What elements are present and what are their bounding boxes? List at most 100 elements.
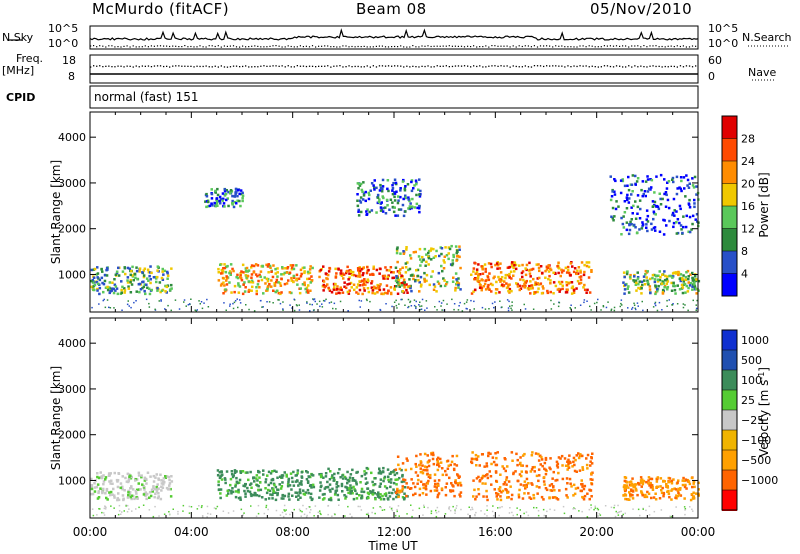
echo-cell	[644, 273, 647, 276]
echo-cell	[397, 278, 401, 282]
scatter-cell	[331, 515, 333, 517]
echo-cell	[273, 469, 276, 473]
scatter-cell	[661, 309, 663, 311]
echo-cell	[633, 483, 637, 486]
echo-cell	[634, 174, 637, 178]
echo-cell	[693, 283, 696, 286]
echo-cell	[389, 478, 393, 481]
scatter-cell	[676, 303, 679, 305]
nave-point	[120, 65, 122, 67]
echo-cell	[299, 275, 303, 278]
echo-cell	[683, 479, 686, 483]
nsearch-point	[315, 46, 317, 48]
scatter-cell	[305, 508, 308, 510]
echo-cell	[693, 205, 696, 209]
nsearch-point	[406, 46, 408, 48]
echo-cell	[369, 273, 372, 276]
echo-cell	[220, 470, 223, 474]
echo-cell	[493, 488, 496, 491]
colorbar-tick-label: 500	[741, 354, 762, 367]
nave-point	[248, 66, 250, 68]
echo-cell	[217, 480, 220, 483]
scatter-cell	[98, 508, 100, 510]
echo-cell	[541, 271, 544, 275]
nave-point	[421, 65, 423, 67]
echo-cell	[646, 279, 649, 282]
echo-cell	[683, 497, 686, 500]
scatter-cell	[101, 511, 103, 514]
cpid-value: normal (fast) 151	[94, 90, 199, 104]
echo-cell	[267, 497, 271, 500]
echo-cell	[572, 494, 575, 497]
scatter-cell	[207, 306, 210, 308]
echo-cell	[291, 264, 295, 267]
echo-cell	[610, 215, 613, 218]
echo-cell	[219, 202, 222, 205]
echo-cell	[518, 473, 522, 476]
nave-point	[132, 66, 134, 68]
scatter-cell	[236, 298, 238, 300]
echo-cell	[662, 218, 665, 222]
scatter-cell	[492, 515, 495, 517]
echo-cell	[412, 187, 415, 190]
scatter-cell	[666, 305, 668, 307]
nsearch-point	[527, 45, 529, 47]
echo-cell	[370, 280, 374, 283]
echo-cell	[379, 472, 383, 475]
echo-cell	[113, 494, 116, 497]
echo-cell	[576, 279, 580, 283]
scatter-cell	[257, 512, 260, 515]
echo-cell	[451, 454, 454, 458]
echo-cell	[90, 279, 93, 283]
echo-cell	[454, 479, 457, 482]
echo-cell	[392, 210, 396, 214]
echo-cell	[235, 202, 238, 205]
echo-cell	[231, 202, 234, 205]
echo-cell	[150, 271, 153, 275]
echo-cell	[223, 188, 227, 191]
echo-cell	[503, 481, 507, 484]
nsearch-point	[159, 45, 162, 47]
echo-cell	[241, 470, 245, 473]
scatter-cell	[390, 508, 393, 510]
nsearch-point	[454, 45, 456, 47]
echo-cell	[692, 186, 696, 189]
nave-point	[144, 65, 146, 67]
scatter-cell	[527, 514, 530, 517]
echo-cell	[239, 189, 243, 192]
echo-cell	[660, 491, 664, 495]
scatter-cell	[104, 506, 107, 508]
nsearch-point	[539, 45, 542, 47]
nave-point	[488, 65, 490, 67]
echo-cell	[403, 478, 407, 482]
echo-cell	[106, 285, 109, 289]
echo-cell	[100, 276, 104, 280]
nsearch-point	[488, 46, 490, 48]
echo-cell	[170, 475, 173, 478]
echo-cell	[400, 274, 403, 277]
nsearch-point	[530, 46, 532, 48]
echo-cell	[100, 475, 104, 478]
echo-cell	[228, 192, 232, 195]
echo-cell	[694, 492, 698, 495]
echo-cell	[366, 208, 369, 211]
echo-cell	[104, 286, 108, 289]
echo-cell	[246, 270, 249, 273]
echo-cell	[113, 496, 116, 499]
echo-cell	[390, 292, 393, 296]
echo-cell	[383, 485, 387, 488]
echo-cell	[339, 476, 342, 479]
echo-cell	[675, 232, 679, 235]
scatter-cell	[593, 302, 596, 305]
echo-cell	[141, 483, 144, 486]
echo-cell	[144, 292, 147, 296]
echo-cell	[296, 469, 300, 472]
echo-cell	[670, 281, 673, 285]
echo-cell	[381, 187, 384, 191]
echo-cell	[373, 483, 377, 486]
echo-cell	[474, 262, 477, 265]
echo-cell	[410, 180, 413, 184]
scatter-cell	[395, 299, 397, 302]
echo-cell	[429, 473, 432, 477]
nave-point	[424, 65, 426, 68]
